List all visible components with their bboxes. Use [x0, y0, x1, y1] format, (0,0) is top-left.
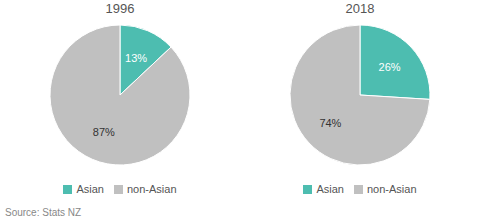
svg-text:87%: 87% [93, 126, 115, 138]
html-text:1996: 1996 [105, 1, 135, 16]
svg-text:13%: 13% [125, 52, 147, 64]
html-text:Source: Stats NZ: Source: Stats NZ [5, 207, 82, 218]
html-text:non-Asian: non-Asian [127, 183, 177, 195]
svg-text:26%: 26% [379, 61, 401, 73]
html-text:non-Asian: non-Asian [367, 183, 417, 195]
html-text:Asian: Asian [76, 183, 104, 195]
html-text:2018: 2018 [345, 1, 375, 16]
html-text:Asian: Asian [316, 183, 344, 195]
svg-text:74%: 74% [319, 117, 341, 129]
